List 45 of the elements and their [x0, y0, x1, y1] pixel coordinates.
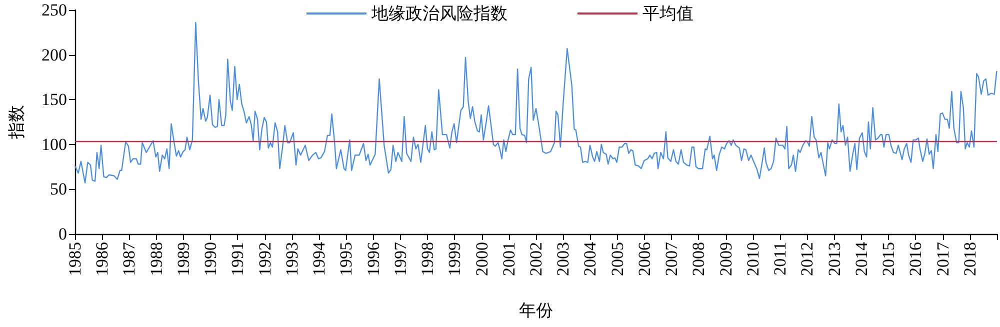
legend-label: 平均值 — [642, 4, 694, 23]
y-tick-label: 0 — [58, 224, 67, 244]
x-tick-label: 2008 — [689, 242, 708, 276]
x-tick-label: 2009 — [716, 242, 736, 276]
legend-label: 地缘政治风险指数 — [370, 4, 508, 23]
y-tick-label: 250 — [42, 0, 67, 20]
x-tick-label: 1989 — [174, 242, 193, 276]
x-axis-title: 年份 — [519, 301, 553, 320]
y-tick-label: 50 — [50, 180, 67, 199]
x-tick-label: 1985 — [66, 242, 84, 276]
x-tick-label: 2011 — [770, 242, 790, 276]
x-tick-label: 2000 — [472, 242, 492, 276]
x-tick-label: 2014 — [852, 242, 871, 276]
x-tick-label: 2013 — [824, 242, 844, 276]
y-tick-label: 150 — [42, 90, 67, 110]
x-tick-label: 2010 — [743, 242, 762, 276]
x-tick-label: 2004 — [580, 242, 600, 276]
x-tick-label: 2007 — [662, 242, 682, 276]
x-tick-label: 1991 — [228, 242, 248, 276]
x-tick-label: 2005 — [608, 242, 627, 276]
x-tick-label: 1995 — [336, 242, 356, 276]
x-tick-label: 1988 — [146, 242, 166, 276]
x-tick-label: 2015 — [879, 242, 898, 276]
x-tick-label: 2012 — [798, 242, 817, 276]
x-tick-label: 1986 — [92, 242, 112, 276]
x-tick-label: 1990 — [201, 242, 220, 276]
x-tick-label: 2006 — [634, 242, 654, 276]
x-tick-label: 2016 — [906, 242, 926, 276]
x-tick-label: 2003 — [554, 242, 573, 276]
line-series — [74, 22, 998, 184]
x-tick-label: 2002 — [526, 242, 546, 276]
x-tick-label: 1987 — [120, 242, 139, 276]
x-tick-label: 1994 — [310, 242, 329, 276]
x-tick-label: 2001 — [499, 242, 518, 276]
x-tick-label: 1999 — [445, 242, 464, 276]
y-tick-label: 200 — [42, 45, 67, 64]
x-tick-label: 1992 — [255, 242, 274, 276]
y-tick-label: 100 — [42, 134, 67, 154]
x-tick-label: 2018 — [960, 242, 980, 276]
x-tick-label: 2017 — [933, 242, 952, 276]
x-tick-label: 1997 — [390, 242, 410, 276]
x-tick-label: 1996 — [364, 242, 383, 276]
x-tick-label: 1998 — [418, 242, 438, 276]
x-tick-label: 1993 — [282, 242, 302, 276]
y-axis-title: 指数 — [7, 105, 26, 140]
